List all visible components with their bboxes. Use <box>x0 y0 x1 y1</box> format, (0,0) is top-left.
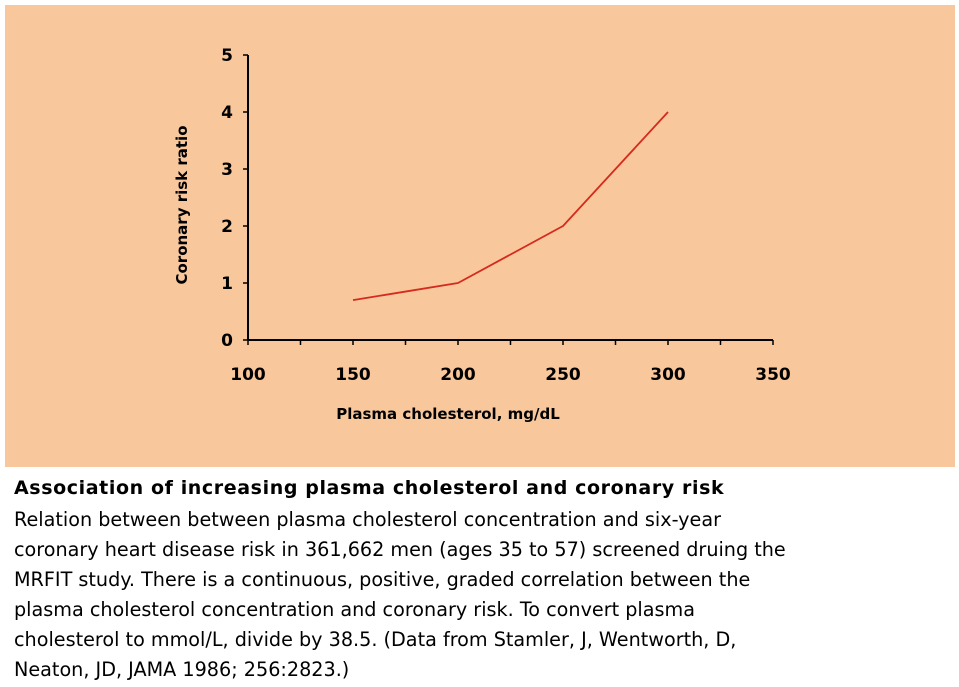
series-line <box>352 111 669 301</box>
x-tick-label: 150 <box>335 365 371 385</box>
caption-line: cholesterol to mmol/L, divide by 38.5. (… <box>14 628 737 651</box>
x-tick-label: 100 <box>230 365 266 385</box>
chart-series <box>352 111 669 301</box>
caption-line: coronary heart disease risk in 361,662 m… <box>14 538 786 561</box>
chart-ticks: 100 150 200 250 300 350 0 1 2 3 4 5 <box>221 46 791 385</box>
caption-body: Relation between between plasma choleste… <box>14 505 954 685</box>
line-chart: 100 150 200 250 300 350 0 1 2 3 4 5 Plasma choleste… <box>173 46 791 423</box>
caption-line: MRFIT study. There is a continuous, posi… <box>14 568 751 591</box>
x-tick-label: 300 <box>650 365 686 385</box>
x-tick-label: 350 <box>755 365 791 385</box>
x-tick-label: 200 <box>440 365 476 385</box>
chart-panel: 100 150 200 250 300 350 0 1 2 3 4 5 Plasma choleste… <box>5 5 955 467</box>
caption-title: Association of increasing plasma cholest… <box>14 477 725 499</box>
x-tick-label: 250 <box>545 365 581 385</box>
caption-line: Neaton, JD, JAMA 1986; 256:2823.) <box>14 658 350 681</box>
y-tick-label: 0 <box>221 331 233 351</box>
y-tick-label: 5 <box>221 46 233 66</box>
y-axis-title: Coronary risk ratio <box>173 125 191 284</box>
chart-axes <box>247 55 773 341</box>
x-axis-title: Plasma cholesterol, mg/dL <box>336 405 560 423</box>
y-tick-label: 3 <box>221 160 233 180</box>
caption-line: Relation between between plasma choleste… <box>14 508 721 531</box>
y-tick-label: 4 <box>221 103 233 123</box>
caption-line: plasma cholesterol concentration and cor… <box>14 598 695 621</box>
figure-caption: Association of increasing plasma cholest… <box>14 476 954 685</box>
y-tick-label: 2 <box>221 217 233 237</box>
y-tick-label: 1 <box>221 274 233 294</box>
